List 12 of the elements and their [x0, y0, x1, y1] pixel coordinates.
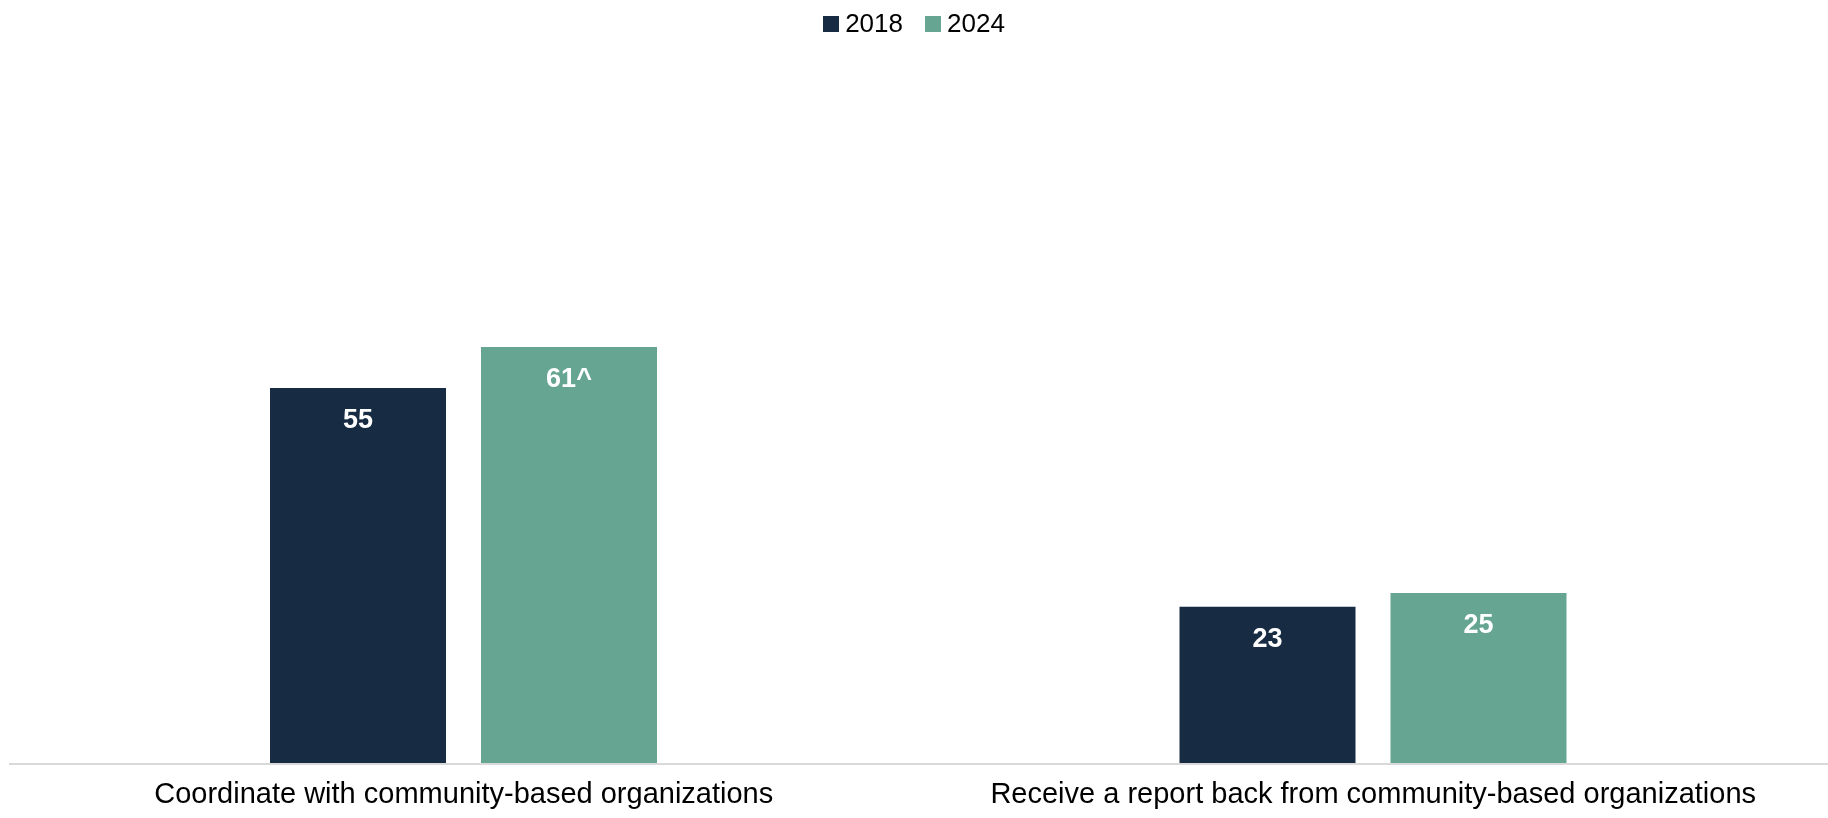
bar: [481, 347, 657, 764]
bar: [1179, 606, 1356, 764]
data-label: 55: [342, 404, 374, 435]
bar: [1390, 593, 1567, 764]
data-label: 61^: [546, 363, 593, 393]
bar: [270, 388, 446, 764]
x-tick-label: Receive a report back from community-based organizations: [990, 776, 1757, 809]
data-label: 25: [1463, 609, 1494, 640]
legend-label: 2024: [947, 8, 1005, 39]
x-tick-label: Coordinate with community-based organizations: [154, 776, 774, 809]
legend-label: 2018: [845, 8, 903, 39]
data-label: 23: [1252, 622, 1283, 653]
